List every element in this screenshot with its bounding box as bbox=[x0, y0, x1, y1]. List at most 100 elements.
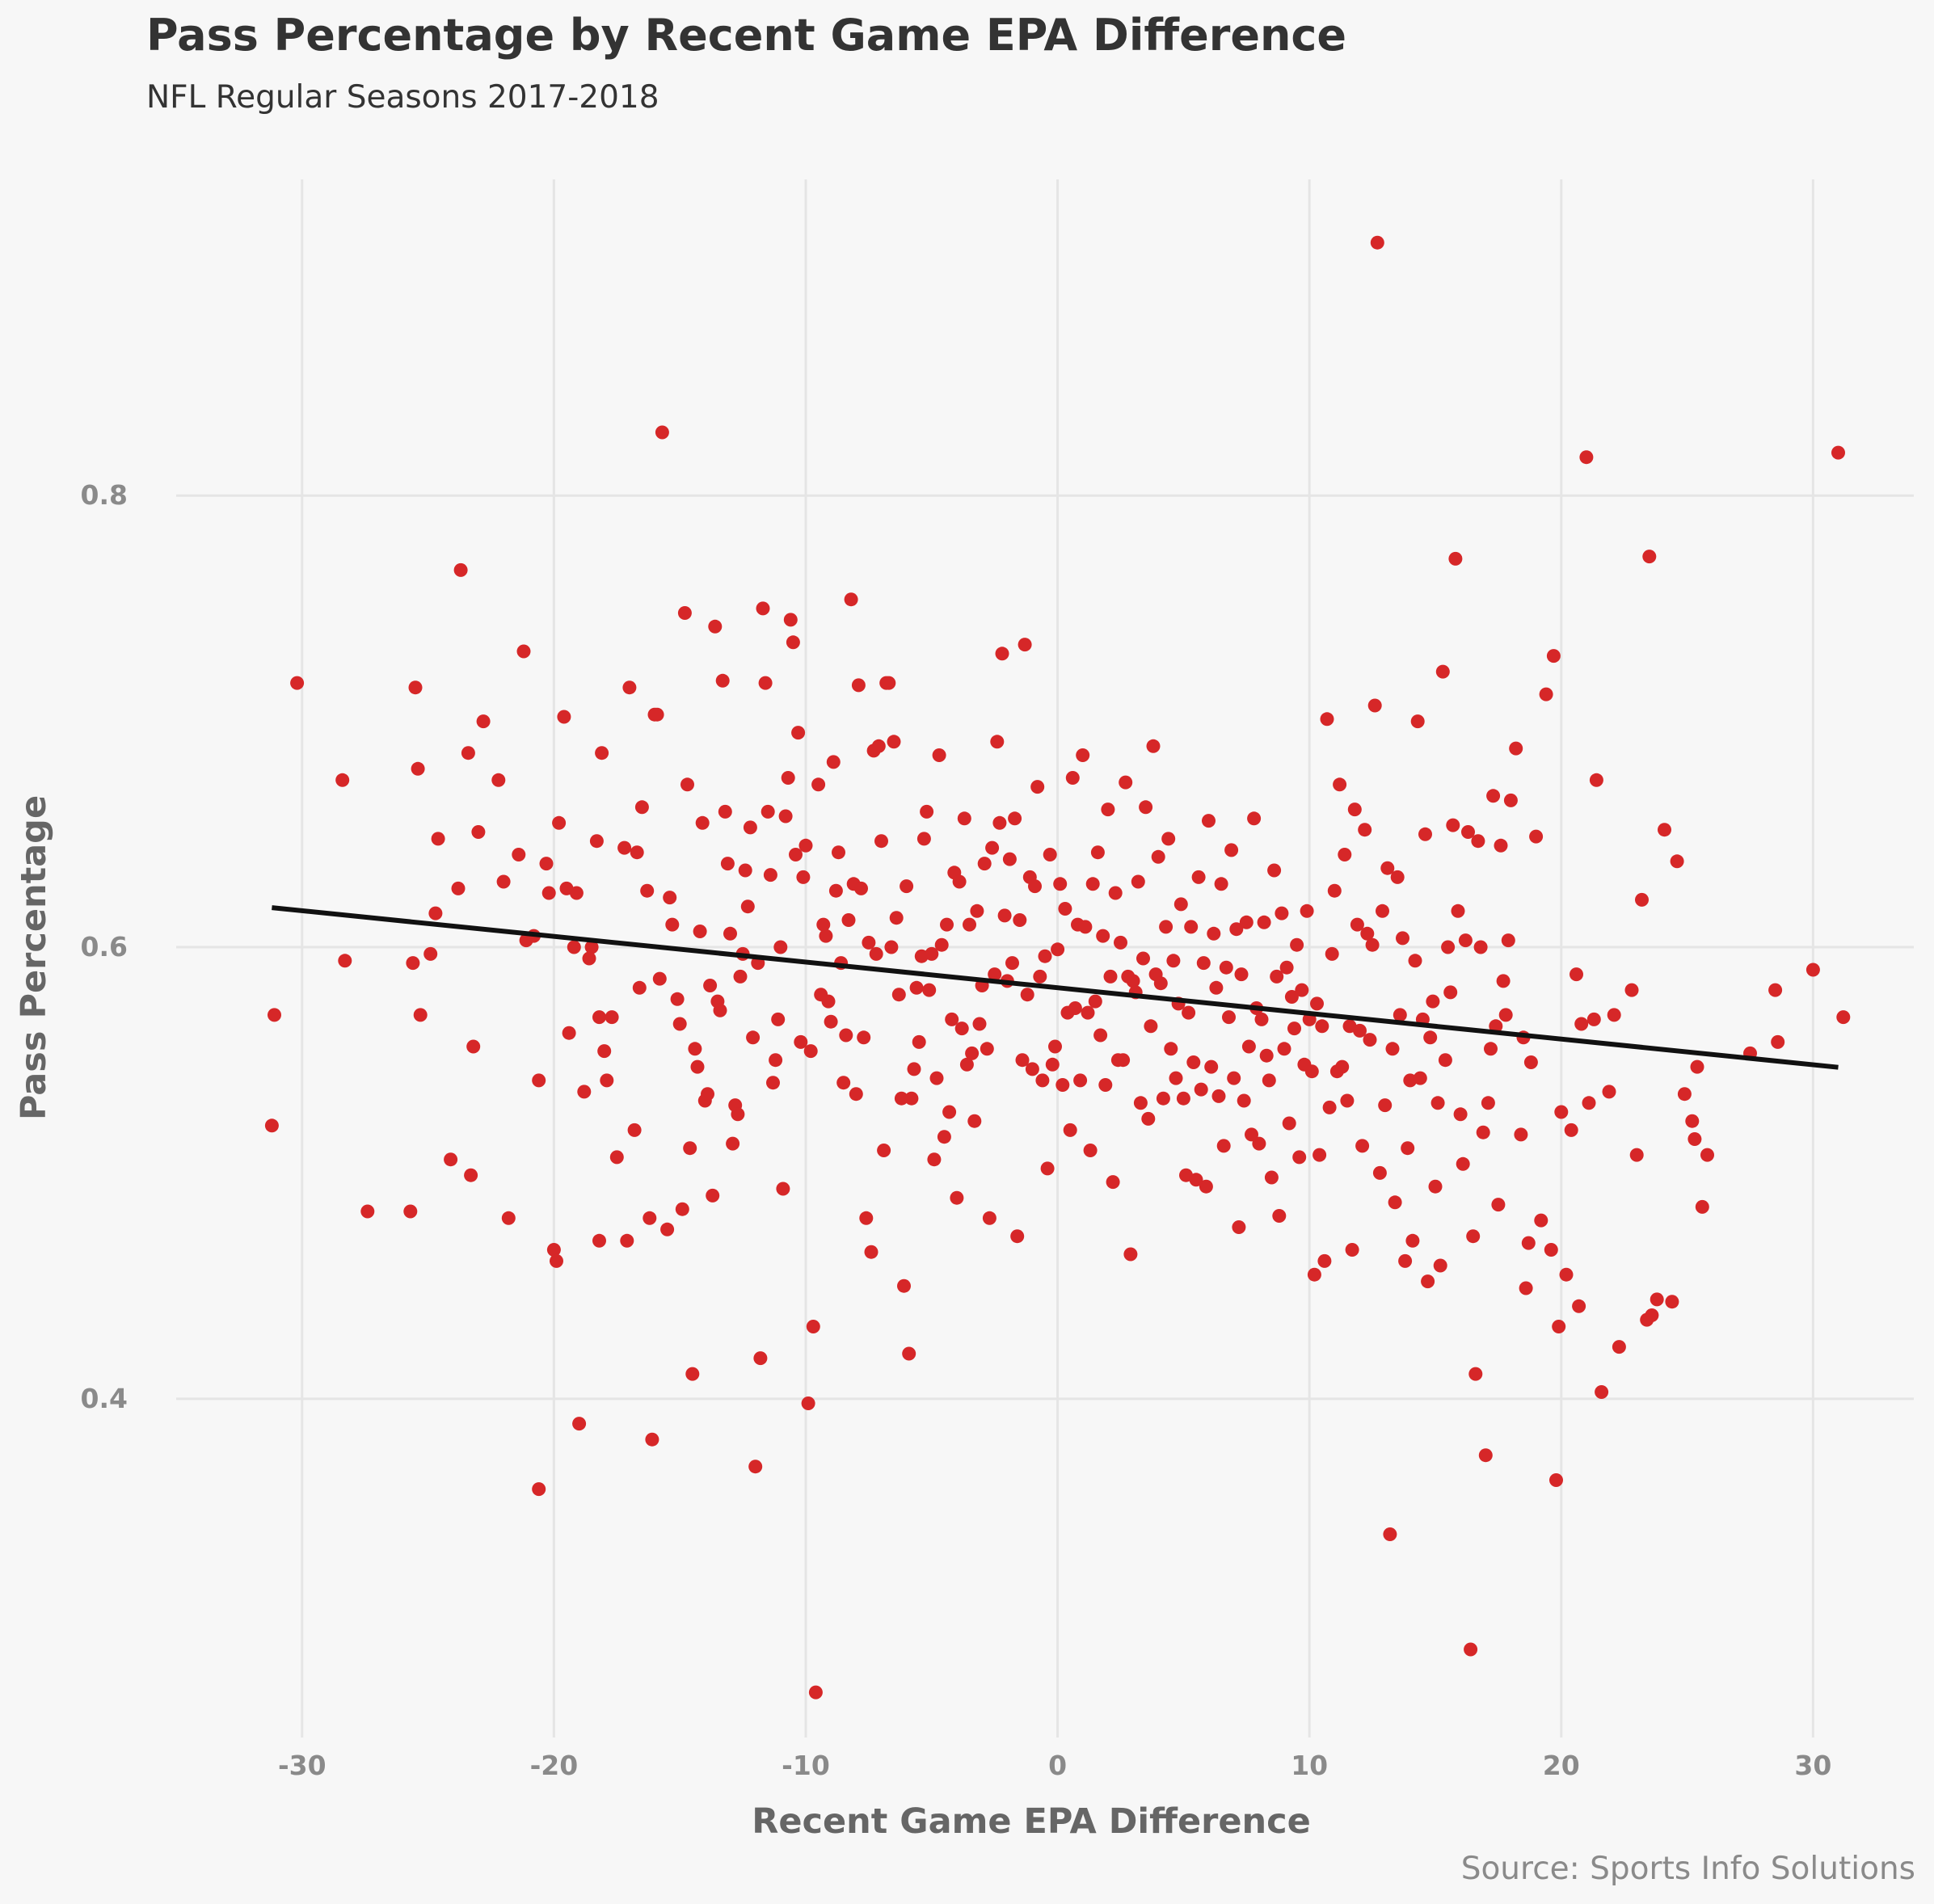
data-point bbox=[1398, 1253, 1413, 1268]
data-point bbox=[1645, 1308, 1659, 1322]
data-point bbox=[934, 937, 949, 952]
data-point bbox=[925, 946, 939, 961]
data-point bbox=[640, 883, 655, 898]
data-point bbox=[1279, 960, 1294, 975]
data-point bbox=[990, 735, 1005, 749]
data-point bbox=[706, 1188, 720, 1203]
data-point bbox=[1428, 1179, 1443, 1194]
data-point bbox=[1106, 1175, 1120, 1190]
data-point bbox=[1247, 811, 1262, 826]
data-point bbox=[832, 845, 845, 860]
data-point bbox=[550, 1253, 563, 1268]
data-point bbox=[268, 1008, 281, 1022]
data-point bbox=[1539, 687, 1553, 701]
y-tick-label: 0.8 bbox=[81, 479, 128, 511]
data-point bbox=[360, 1204, 375, 1219]
data-point bbox=[569, 886, 584, 900]
data-point bbox=[660, 1222, 675, 1236]
data-point bbox=[1055, 1078, 1070, 1092]
data-point bbox=[916, 832, 931, 846]
data-point bbox=[655, 425, 669, 440]
data-point bbox=[597, 1044, 612, 1059]
data-point bbox=[1476, 1125, 1490, 1139]
data-point bbox=[920, 804, 934, 819]
data-point bbox=[819, 929, 833, 943]
data-point bbox=[1151, 849, 1165, 864]
data-point bbox=[1033, 969, 1047, 984]
data-point bbox=[672, 1017, 687, 1031]
data-point bbox=[806, 1320, 820, 1333]
data-point bbox=[1534, 1213, 1548, 1228]
data-point bbox=[665, 917, 680, 932]
data-point bbox=[567, 940, 581, 954]
data-point bbox=[1131, 874, 1145, 889]
data-point bbox=[891, 988, 906, 1002]
data-point bbox=[1098, 1078, 1113, 1092]
data-point bbox=[1650, 1292, 1664, 1307]
data-point bbox=[874, 834, 888, 849]
data-point bbox=[1211, 1089, 1226, 1103]
x-tick-label: -20 bbox=[530, 1750, 579, 1781]
data-point bbox=[1496, 974, 1511, 988]
data-point bbox=[967, 1114, 982, 1128]
data-point bbox=[1166, 954, 1181, 968]
data-point bbox=[763, 868, 777, 882]
data-point bbox=[1443, 985, 1458, 1000]
data-point bbox=[718, 804, 732, 819]
data-point bbox=[1335, 1059, 1350, 1074]
data-point bbox=[1096, 929, 1110, 943]
data-point bbox=[1182, 1005, 1196, 1020]
data-point bbox=[1383, 1527, 1397, 1541]
data-point bbox=[1216, 1139, 1231, 1153]
data-point bbox=[1367, 698, 1382, 713]
data-point bbox=[1252, 1136, 1266, 1151]
data-point bbox=[995, 647, 1009, 661]
data-point bbox=[708, 619, 723, 634]
x-axis-title: Recent Game EPA Difference bbox=[752, 1801, 1311, 1842]
data-point bbox=[1430, 1096, 1445, 1110]
data-point bbox=[1088, 994, 1102, 1009]
data-point bbox=[1189, 1173, 1203, 1187]
data-point bbox=[1284, 990, 1299, 1004]
data-point bbox=[756, 601, 770, 616]
data-point bbox=[1126, 974, 1140, 988]
data-point bbox=[1146, 739, 1161, 753]
data-point bbox=[927, 1152, 942, 1167]
trend-line bbox=[272, 905, 1839, 1070]
data-point bbox=[496, 874, 511, 889]
x-tick-label: 0 bbox=[1048, 1750, 1067, 1781]
data-point bbox=[1523, 1055, 1538, 1069]
data-point bbox=[1191, 870, 1206, 884]
data-point bbox=[746, 1030, 761, 1045]
data-point bbox=[1259, 1048, 1274, 1063]
data-point bbox=[781, 771, 795, 785]
data-point bbox=[828, 883, 843, 898]
data-point bbox=[1466, 1229, 1481, 1244]
data-point bbox=[1270, 969, 1284, 984]
data-point bbox=[952, 874, 967, 889]
gridlines bbox=[176, 179, 1914, 1738]
data-point bbox=[1471, 834, 1485, 849]
data-point bbox=[766, 1076, 780, 1090]
x-tick-label: 30 bbox=[1794, 1750, 1831, 1781]
data-point bbox=[1586, 1012, 1601, 1026]
data-point bbox=[803, 1044, 818, 1059]
data-point bbox=[1139, 800, 1153, 815]
data-point bbox=[1028, 879, 1042, 894]
data-point bbox=[726, 1136, 740, 1151]
data-point bbox=[1582, 1096, 1596, 1110]
data-point bbox=[1831, 445, 1845, 460]
data-point bbox=[1020, 988, 1034, 1002]
x-tick-label: 10 bbox=[1291, 1750, 1328, 1781]
data-point bbox=[645, 1432, 659, 1447]
data-point bbox=[1607, 1008, 1621, 1022]
data-point bbox=[592, 1233, 606, 1248]
data-point bbox=[922, 983, 937, 997]
data-point bbox=[562, 1026, 576, 1040]
data-point bbox=[1426, 994, 1440, 1009]
data-point bbox=[864, 1245, 879, 1259]
data-point bbox=[1093, 1028, 1108, 1043]
data-point bbox=[1501, 933, 1515, 948]
data-point bbox=[1101, 802, 1115, 817]
data-point bbox=[1287, 1022, 1301, 1036]
